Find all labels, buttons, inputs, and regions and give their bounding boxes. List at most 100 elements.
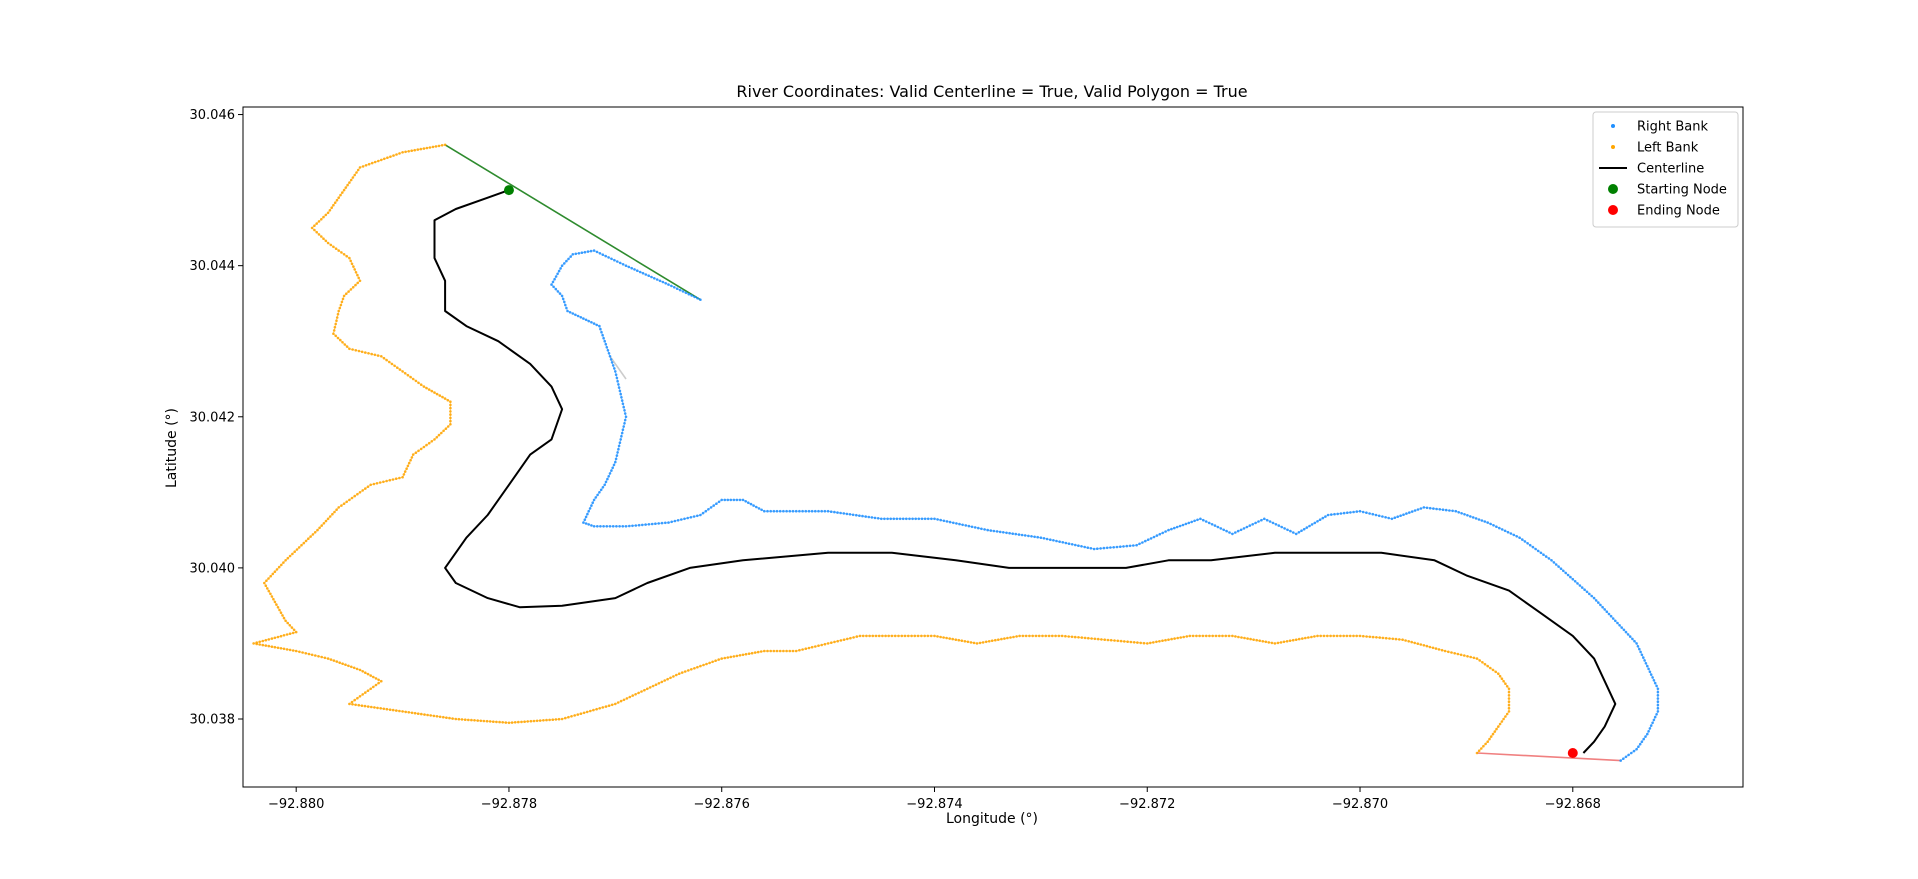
left-bank-point bbox=[255, 642, 258, 646]
right-bank-point bbox=[561, 297, 565, 301]
right-bank-point bbox=[920, 517, 924, 521]
left-bank-point bbox=[376, 354, 380, 357]
left-bank-point bbox=[419, 447, 423, 451]
right-bank-point bbox=[602, 336, 605, 340]
left-bank-point bbox=[1335, 634, 1339, 638]
left-bank-point bbox=[984, 640, 988, 644]
right-bank-point bbox=[1622, 628, 1626, 632]
right-bank-point bbox=[592, 525, 596, 528]
right-bank-point bbox=[720, 498, 723, 502]
right-bank-point bbox=[606, 477, 609, 481]
left-bank-point bbox=[275, 603, 278, 606]
right-bank-point bbox=[617, 444, 621, 448]
right-bank-point bbox=[1002, 531, 1005, 534]
left-bank-point bbox=[328, 209, 332, 212]
right-bank-point bbox=[836, 511, 839, 514]
right-bank-point bbox=[595, 323, 598, 327]
left-bank-point bbox=[1119, 639, 1123, 643]
right-bank-point bbox=[601, 253, 605, 256]
left-bank-point bbox=[1332, 634, 1336, 638]
right-bank-point bbox=[1405, 512, 1408, 515]
left-bank-point bbox=[1488, 737, 1491, 741]
right-bank-point bbox=[1017, 533, 1021, 536]
right-bank-point bbox=[1045, 537, 1049, 541]
left-bank-point bbox=[1500, 720, 1504, 723]
legend-label-left-bank: Left Bank bbox=[1637, 141, 1699, 156]
left-bank-point bbox=[382, 356, 386, 360]
left-bank-point bbox=[315, 222, 319, 225]
right-bank-point bbox=[1349, 511, 1352, 514]
right-bank-point bbox=[590, 524, 593, 527]
left-bank-point bbox=[1158, 640, 1161, 643]
right-bank-point bbox=[1639, 650, 1642, 654]
right-bank-point bbox=[1635, 642, 1638, 645]
left-bank-point bbox=[538, 719, 542, 722]
left-bank-point bbox=[279, 634, 283, 638]
left-bank-point bbox=[1208, 634, 1211, 638]
left-bank-point bbox=[900, 634, 904, 638]
right-bank-point bbox=[1605, 610, 1609, 613]
right-bank-point bbox=[1219, 527, 1223, 530]
left-bank-point bbox=[352, 265, 355, 268]
left-bank-point bbox=[1152, 641, 1155, 644]
left-bank-point bbox=[485, 719, 489, 723]
right-bank-point bbox=[1526, 542, 1529, 545]
left-bank-point bbox=[285, 648, 289, 651]
left-bank-point bbox=[292, 628, 296, 632]
left-bank-point bbox=[270, 645, 274, 648]
left-bank-point bbox=[332, 245, 335, 249]
right-bank-point bbox=[667, 283, 670, 286]
right-bank-point bbox=[735, 498, 739, 502]
left-bank-point bbox=[463, 718, 467, 721]
left-bank-point bbox=[449, 419, 452, 423]
right-bank-point bbox=[870, 516, 874, 519]
right-bank-point bbox=[1265, 518, 1269, 522]
right-bank-point bbox=[1655, 713, 1658, 716]
left-bank-point bbox=[369, 687, 373, 691]
left-bank-point bbox=[1489, 735, 1493, 738]
right-bank-point bbox=[1358, 509, 1362, 513]
left-bank-point bbox=[383, 157, 386, 161]
right-bank-point bbox=[568, 311, 572, 314]
left-bank-point bbox=[267, 638, 271, 641]
left-bank-point bbox=[398, 368, 402, 371]
left-bank-point bbox=[426, 713, 429, 717]
right-bank-point bbox=[1132, 544, 1135, 547]
left-bank-point bbox=[407, 461, 411, 465]
right-bank-point bbox=[883, 517, 886, 521]
left-bank-point bbox=[720, 657, 723, 660]
left-bank-point bbox=[357, 703, 361, 707]
left-bank-point bbox=[607, 704, 611, 707]
left-bank-point bbox=[1214, 634, 1218, 638]
left-bank-point bbox=[651, 684, 655, 688]
left-bank-point bbox=[693, 667, 696, 670]
left-bank-point bbox=[614, 702, 617, 706]
left-bank-point bbox=[449, 423, 452, 426]
right-bank-point bbox=[590, 321, 593, 324]
right-bank-point bbox=[1649, 673, 1653, 676]
left-bank-point bbox=[267, 589, 271, 593]
ending-node-marker bbox=[1567, 748, 1578, 758]
y-tick-label: 30.042 bbox=[190, 410, 236, 425]
left-bank-point bbox=[370, 705, 373, 709]
right-bank-point bbox=[655, 278, 659, 281]
left-bank-point bbox=[916, 634, 920, 638]
right-bank-point bbox=[1559, 567, 1563, 570]
left-bank-point bbox=[981, 641, 985, 644]
right-bank-point bbox=[614, 460, 617, 464]
left-bank-point bbox=[1404, 639, 1407, 642]
left-bank-point bbox=[1231, 634, 1234, 638]
left-bank-point bbox=[422, 385, 426, 388]
left-bank-point bbox=[351, 286, 355, 289]
right-bank-point bbox=[1352, 510, 1355, 514]
right-bank-point bbox=[596, 525, 599, 528]
right-bank-point bbox=[908, 517, 911, 521]
right-bank-point bbox=[1052, 539, 1055, 542]
left-bank-point bbox=[1051, 634, 1054, 638]
right-bank-point bbox=[1346, 511, 1349, 514]
left-bank-point bbox=[470, 718, 473, 722]
left-bank-point bbox=[1440, 648, 1444, 652]
left-bank-point bbox=[1237, 635, 1240, 639]
left-bank-point bbox=[414, 379, 418, 383]
left-bank-point bbox=[1012, 635, 1015, 639]
